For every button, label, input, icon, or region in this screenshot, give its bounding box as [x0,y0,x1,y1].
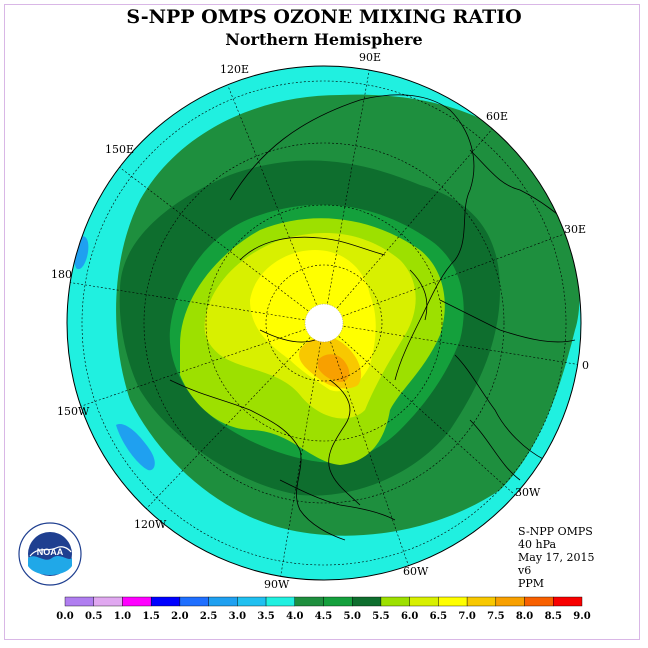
lon-label-90w: 90W [264,578,290,591]
map-subtitle: Northern Hemisphere [225,30,423,49]
info-units: PPM [518,577,545,590]
colorbar-tick-label: 5.5 [372,611,389,622]
colorbar-tick-label: 0.0 [56,611,73,622]
colorbar-tick-label: 1.0 [114,611,131,622]
colorbar-swatch [265,596,295,607]
lon-label-60e: 60E [486,110,509,123]
lon-label-150e: 150E [105,143,135,156]
map-edge [66,65,582,581]
colorbar-tick-label: 8.0 [516,611,533,622]
colorbar-tick-label: 3.0 [229,611,246,622]
colorbar-swatch [93,596,123,607]
lon-label-30e: 30E [564,223,587,236]
colorbar-swatch [438,596,468,607]
lon-label-120e: 120E [220,63,250,76]
colorbar-swatch [495,596,525,607]
info-date: May 17, 2015 [518,551,595,564]
polar-gap-outline [304,303,344,343]
colorbar-tick-label: 1.5 [142,611,159,622]
colorbar-tick-label: 6.0 [401,611,418,622]
colorbar-swatch [323,596,353,607]
colorbar-tick-label: 3.5 [257,611,274,622]
lon-label-0: 0 [582,359,589,372]
colorbar-swatch [208,596,238,607]
colorbar-swatch [380,596,410,607]
colorbar-tick-label: 6.5 [430,611,447,622]
plot-frame [4,4,640,640]
colorbar-tick-label: 4.0 [286,611,303,622]
info-version: v6 [518,564,532,577]
map-title: S-NPP OMPS OZONE MIXING RATIO [126,6,522,28]
polar-gap [305,304,343,342]
lon-label-90e: 90E [359,51,382,64]
noaa-logo: NOAA [18,522,82,586]
graticule [67,66,581,580]
ozone-band-7.5 [318,354,350,382]
colorbar-swatch [352,596,382,607]
colorbar-swatch [409,596,439,607]
colorbar-swatch [466,596,497,607]
info-instrument: S-NPP OMPS [518,525,593,538]
ozone-band-3.0-patch [116,424,155,471]
colorbar-swatch [150,596,181,607]
lon-label-120w: 120W [134,518,167,531]
colorbar-tick-label: 4.5 [315,611,332,622]
colorbar-swatch [294,596,324,607]
colorbar-tick-label: 2.0 [171,611,188,622]
colorbar-swatch [64,596,94,607]
lon-label-180: 180 [51,268,72,281]
colorbar-tick-label: 2.5 [200,611,217,622]
lon-label-60w: 60W [403,565,429,578]
colorbar-swatch [553,596,583,607]
colorbar-swatch [122,596,152,607]
colorbar-swatch [179,596,209,607]
colorbar-swatch [237,596,267,607]
colorbar-tick-label: 0.5 [85,611,102,622]
colorbar-tick-label: 9.0 [573,611,590,622]
colorbar-swatch [524,596,554,607]
colorbar-tick-label: 8.5 [545,611,562,622]
lon-label-30w: 30W [515,486,541,499]
colorbar-tick-label: 7.5 [487,611,504,622]
info-pressure: 40 hPa [518,538,557,551]
lon-label-150w: 150W [57,405,90,418]
info-block: S-NPP OMPS 40 hPa May 17, 2015 v6 PPM [518,525,595,590]
colorbar-tick-label: 5.0 [344,611,361,622]
noaa-logo-text: NOAA [37,547,64,557]
colorbar-tick-label: 7.0 [458,611,475,622]
